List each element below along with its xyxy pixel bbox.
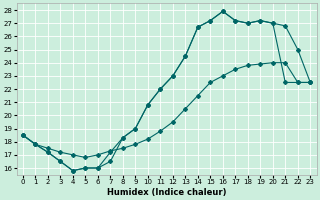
X-axis label: Humidex (Indice chaleur): Humidex (Indice chaleur) <box>107 188 226 197</box>
